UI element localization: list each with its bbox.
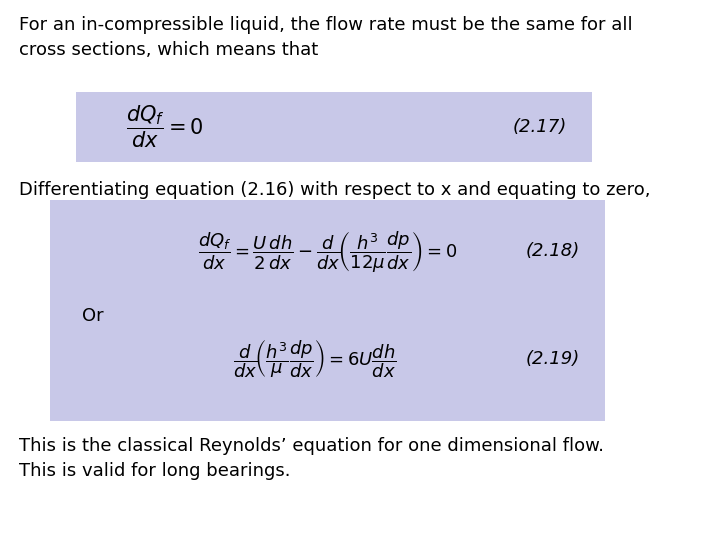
Text: $\dfrac{dQ_f}{dx} = 0$: $\dfrac{dQ_f}{dx} = 0$: [126, 104, 204, 150]
Text: Differentiating equation (2.16) with respect to x and equating to zero,: Differentiating equation (2.16) with res…: [19, 181, 650, 199]
Text: (2.17): (2.17): [513, 118, 567, 136]
Text: (2.18): (2.18): [525, 242, 580, 260]
Text: This is the classical Reynolds’ equation for one dimensional flow.
This is valid: This is the classical Reynolds’ equation…: [19, 437, 604, 481]
FancyBboxPatch shape: [76, 92, 592, 162]
Text: Or: Or: [82, 307, 104, 325]
Text: (2.19): (2.19): [525, 350, 580, 368]
Text: For an in-compressible liquid, the flow rate must be the same for all
cross sect: For an in-compressible liquid, the flow …: [19, 16, 632, 59]
FancyBboxPatch shape: [50, 200, 605, 421]
Text: $\dfrac{dQ_f}{dx} = \dfrac{U\,dh}{2\,dx} - \dfrac{d}{dx}\!\left(\dfrac{h^3}{12\m: $\dfrac{dQ_f}{dx} = \dfrac{U\,dh}{2\,dx}…: [198, 228, 457, 274]
Text: $\dfrac{d}{dx}\!\left(\dfrac{h^3}{\mu}\dfrac{dp}{dx}\right) = 6U\dfrac{dh}{dx}$: $\dfrac{d}{dx}\!\left(\dfrac{h^3}{\mu}\d…: [233, 338, 397, 380]
